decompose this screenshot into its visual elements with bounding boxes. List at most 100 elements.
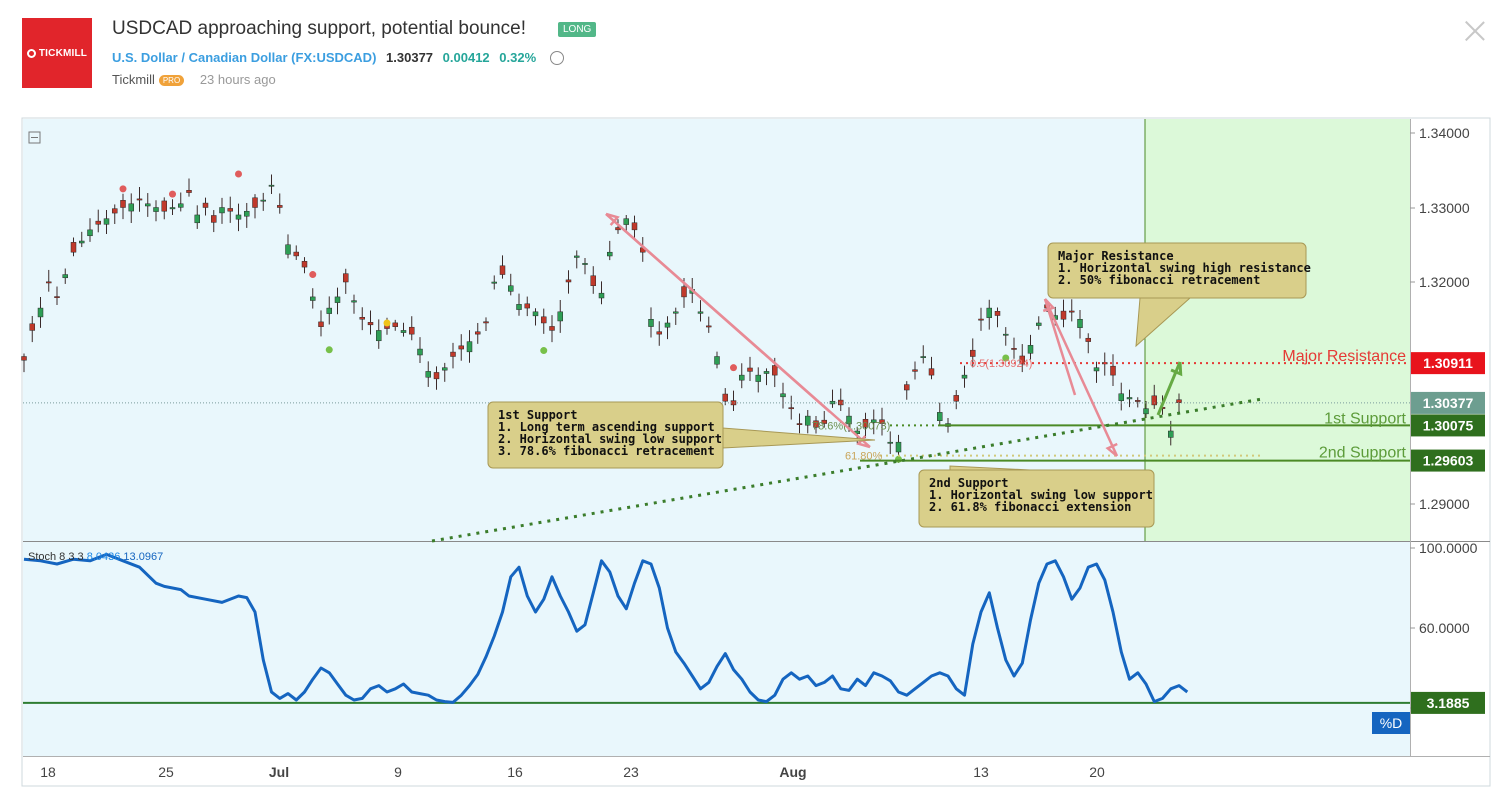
- candle-body: [1027, 345, 1034, 354]
- author-name[interactable]: Tickmill: [112, 72, 155, 87]
- candle-body: [796, 423, 803, 425]
- candle-body: [813, 420, 819, 428]
- candle-body: [334, 296, 341, 303]
- candle-body: [846, 415, 852, 425]
- price-tick-label: 1.34000: [1419, 125, 1470, 141]
- candle-body: [417, 348, 423, 356]
- candle-body: [29, 323, 35, 331]
- candle-body: [953, 395, 959, 402]
- candle-body: [277, 205, 283, 208]
- fib-786-label: 78.6%(1.30073): [812, 420, 890, 432]
- candle-body: [1093, 367, 1100, 372]
- candle-body: [722, 393, 728, 402]
- symbol-price: 1.30377: [386, 50, 434, 65]
- pane-collapse-button[interactable]: [28, 131, 41, 144]
- candle-body: [970, 349, 976, 357]
- candle-body: [623, 218, 629, 225]
- candle-body: [112, 208, 118, 214]
- candle-body: [590, 275, 596, 286]
- candle-body: [153, 207, 159, 212]
- candle-body: [937, 412, 943, 421]
- symbol-name-link[interactable]: U.S. Dollar / Canadian Dollar (FX:USDCAD…: [112, 50, 376, 65]
- candle-body: [367, 322, 374, 326]
- candle-body: [532, 311, 539, 317]
- candle-body: [780, 393, 786, 398]
- candle-body: [607, 251, 613, 257]
- candle-body: [169, 207, 176, 210]
- candle-body: [178, 203, 184, 208]
- candle-body: [1077, 319, 1083, 328]
- pro-badge: PRO: [158, 75, 185, 86]
- price-tick-label: 1.33000: [1419, 200, 1470, 216]
- candle-body: [359, 317, 365, 320]
- candle-body: [268, 184, 275, 187]
- candle-body: [252, 197, 258, 208]
- candle-body: [392, 322, 398, 327]
- candle-body: [1011, 348, 1017, 350]
- posted-time: 23 hours ago: [199, 72, 276, 87]
- candle-body: [310, 296, 316, 301]
- candle-body: [631, 222, 638, 231]
- candle-body: [994, 311, 1001, 316]
- time-tick-label: 16: [507, 764, 523, 780]
- first-support-price-tag: 1.30075: [1411, 414, 1485, 437]
- candle-body: [260, 199, 266, 202]
- candle-body: [1176, 399, 1182, 403]
- time-tick-label: 18: [40, 764, 56, 780]
- stoch-pane-bg: [23, 542, 1410, 756]
- candle-body: [739, 374, 745, 381]
- candle-body: [499, 265, 506, 275]
- first-support-price-tag-bg: [1411, 414, 1485, 437]
- second-support-callout-title: 2nd Support: [929, 476, 1008, 490]
- major-resistance-label: Major Resistance: [1282, 348, 1406, 365]
- candle-body: [565, 279, 572, 283]
- swing-marker: [119, 185, 127, 193]
- candle-body: [351, 300, 357, 303]
- candle-body: [904, 384, 910, 391]
- candle-body: [1135, 400, 1141, 402]
- second-support-callout-line: 2. 61.8% fibonacci extension: [929, 500, 1131, 514]
- price-tick-label: 1.29000: [1419, 496, 1470, 512]
- candle-body: [541, 316, 547, 324]
- candle-body: [318, 321, 324, 327]
- second-support-callout-line: 1. Horizontal swing low support: [929, 488, 1153, 502]
- candle-body: [1085, 337, 1091, 342]
- resistance-price-tag-bg: [1411, 352, 1485, 375]
- candle-body: [409, 326, 415, 335]
- candle-body: [128, 203, 134, 212]
- tickmill-logo[interactable]: TICKMILL: [22, 18, 92, 88]
- price-tick-label: 1.32000: [1419, 274, 1470, 290]
- ticker-paren-open: (: [291, 50, 296, 65]
- stoch-d-badge: %D: [1372, 712, 1410, 734]
- first-support-callout-box: [487, 401, 724, 469]
- candle-body: [491, 281, 497, 284]
- time-tick-label: Jul: [269, 764, 289, 780]
- candle-body: [961, 374, 968, 379]
- stoch-d-line[interactable]: [23, 552, 1189, 704]
- stoch-d-badge-bg: [1372, 712, 1410, 734]
- fib-arrow-swing-down: [1043, 298, 1119, 457]
- swing-marker: [540, 347, 548, 355]
- current-price-tag: 1.30377: [1411, 391, 1485, 414]
- candle-body: [37, 307, 44, 318]
- resistance-price-tag: 1.30911: [1411, 352, 1485, 375]
- candle-body: [458, 345, 464, 350]
- symbol-ticker: FX:USDCAD: [295, 50, 373, 65]
- candle-body: [920, 356, 926, 358]
- alarm-clock-icon[interactable]: [549, 51, 564, 65]
- current-price-tag-text: 1.30377: [1423, 395, 1474, 411]
- swing-marker: [1002, 354, 1010, 362]
- candle-body: [376, 330, 382, 342]
- stoch-k-value: 8.0436: [87, 551, 124, 563]
- second-support-price-tag-text: 1.29603: [1423, 453, 1474, 469]
- symbol-row: U.S. Dollar / Canadian Dollar (FX:USDCAD…: [112, 50, 564, 65]
- candle-body: [664, 322, 671, 328]
- candle-body: [928, 368, 935, 376]
- candle-body: [120, 200, 126, 208]
- logo-mark-icon: [26, 48, 36, 58]
- candle-body: [1118, 393, 1124, 401]
